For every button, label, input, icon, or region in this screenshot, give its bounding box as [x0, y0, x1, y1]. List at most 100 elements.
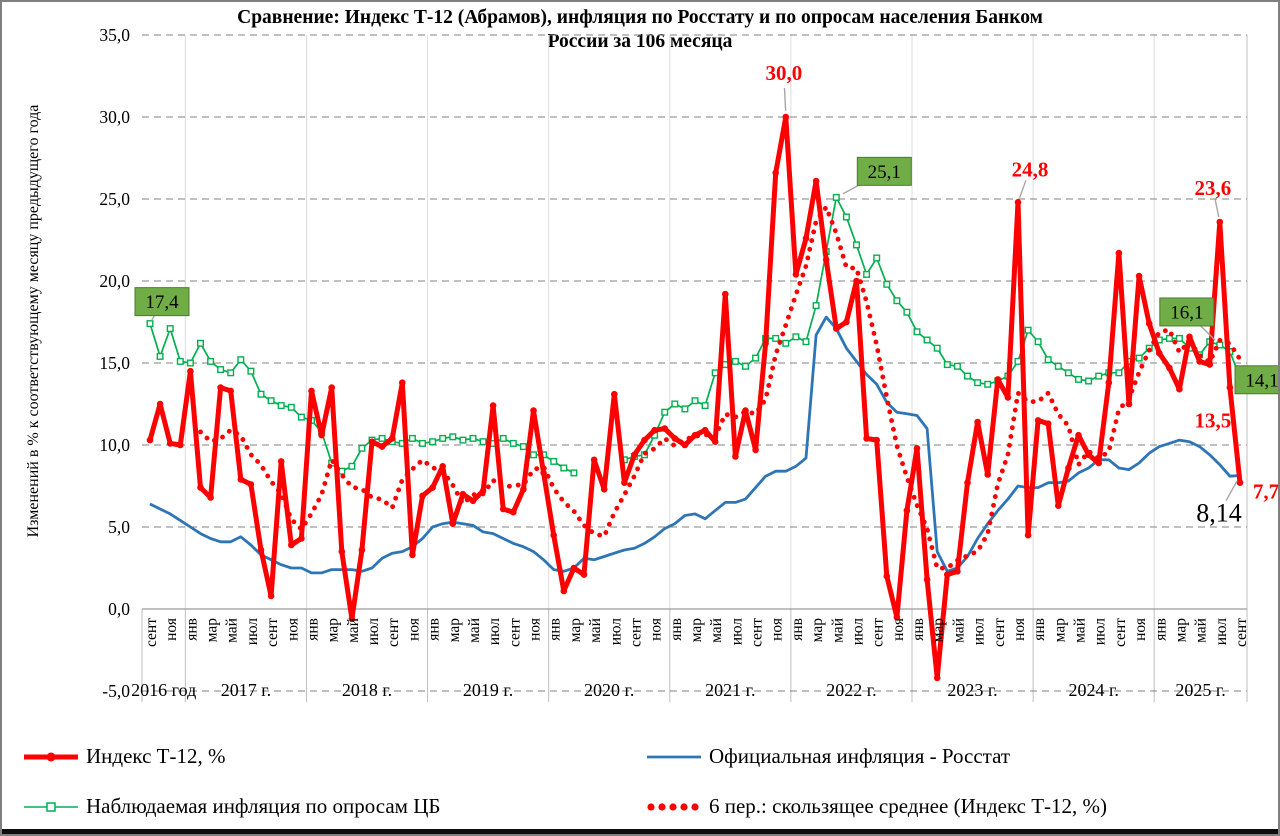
svg-text:июл: июл: [850, 618, 867, 645]
annotation-green-box: [1159, 297, 1215, 327]
svg-text:15,0: 15,0: [99, 353, 130, 373]
svg-text:сент: сент: [143, 618, 160, 647]
legend-label-t12: Индекс Т-12, %: [86, 744, 226, 768]
svg-text:ноя: ноя: [1011, 618, 1028, 641]
svg-text:мар: мар: [930, 618, 947, 643]
svg-text:янв: янв: [789, 618, 806, 641]
annotation-value: 25,1: [868, 162, 901, 183]
x-axis-year-labels: 2016 год 2017 г. 2018 г. 2019 г. 2020 г. 2021…: [131, 680, 1226, 700]
svg-text:май: май: [345, 618, 362, 643]
annotation-value: 17,4: [145, 292, 179, 313]
annotation-value: 30,0: [765, 61, 802, 85]
svg-text:мар: мар: [688, 618, 705, 643]
svg-text:ноя: ноя: [284, 618, 301, 641]
annotation-value: 24,8: [1012, 157, 1049, 181]
annotation-value: 8,14: [1196, 499, 1242, 528]
svg-text:июл: июл: [365, 618, 382, 645]
svg-text:30,0: 30,0: [99, 107, 130, 127]
annotation-value: 7,7: [1253, 480, 1278, 504]
red-dots-icon: [647, 802, 699, 811]
svg-text:янв: янв: [305, 618, 322, 641]
svg-text:янв: янв: [910, 618, 927, 641]
annotations: 17,4 30,0 25,1 24,8 23,6 16,1 14,1 13,5 7,7 8,14: [134, 61, 1278, 528]
svg-text:сент: сент: [991, 618, 1008, 647]
annotation-value: 13,5: [1195, 409, 1232, 433]
svg-text:ноя: ноя: [405, 618, 422, 641]
svg-text:-5,0: -5,0: [102, 681, 130, 701]
svg-text:мар: мар: [325, 618, 342, 643]
svg-text:ноя: ноя: [890, 618, 907, 641]
y-axis-tick-labels: 35,0 30,0 25,0 20,0 15,0 10,0 5,0 0,0 -5,0: [99, 25, 130, 701]
svg-text:0,0: 0,0: [108, 599, 130, 619]
figure-bottom-border: [2, 829, 1278, 834]
svg-text:мар: мар: [567, 618, 584, 643]
green-line-square-icon: [24, 801, 78, 812]
svg-text:2021 г.: 2021 г.: [705, 680, 755, 700]
svg-text:июл: июл: [486, 618, 503, 645]
svg-text:мар: мар: [446, 618, 463, 643]
svg-text:янв: янв: [668, 618, 685, 641]
series-observed-cb: [149, 194, 1241, 474]
annotation-value: 23,6: [1194, 176, 1231, 200]
svg-text:янв: янв: [547, 618, 564, 641]
svg-text:25,0: 25,0: [99, 189, 130, 209]
svg-text:май: май: [708, 618, 725, 643]
legend-label-rosstat: Официальная инфляция - Росстат: [709, 744, 1011, 768]
svg-text:июл: июл: [1213, 618, 1230, 645]
svg-text:мар: мар: [204, 618, 221, 643]
svg-text:2016 год: 2016 год: [131, 680, 196, 700]
svg-text:2018 г.: 2018 г.: [342, 680, 392, 700]
svg-text:янв: янв: [1031, 618, 1048, 641]
annotation-value: 14,1: [1245, 370, 1278, 391]
legend-item-rosstat: Официальная инфляция - Росстат: [645, 744, 1010, 769]
svg-text:сент: сент: [749, 618, 766, 647]
svg-text:июл: июл: [607, 618, 624, 645]
svg-text:2024 г.: 2024 г.: [1069, 680, 1119, 700]
chart-title: Сравнение: Индекс Т-12 (Абрамов), инфляц…: [80, 6, 1200, 54]
svg-text:2019 г.: 2019 г.: [463, 680, 513, 700]
svg-text:июл: июл: [244, 618, 261, 645]
svg-text:май: май: [1193, 618, 1210, 643]
legend-item-ma6: 6 пер.: скользящее среднее (Индекс Т-12,…: [645, 794, 1107, 819]
year-separators: [141, 35, 1248, 702]
chart-title-line1: Сравнение: Индекс Т-12 (Абрамов), инфляц…: [237, 7, 1043, 28]
svg-text:ноя: ноя: [769, 618, 786, 641]
svg-text:ноя: ноя: [1132, 618, 1149, 641]
svg-text:май: май: [587, 618, 604, 643]
series-index-t12-markers: [146, 113, 1244, 682]
annotation-green-box: [856, 156, 912, 186]
svg-text:май: май: [1072, 618, 1089, 643]
svg-text:июл: июл: [1092, 618, 1109, 645]
red-line-dot-icon: [24, 752, 78, 761]
svg-text:ноя: ноя: [163, 618, 180, 641]
svg-text:май: май: [829, 618, 846, 643]
svg-text:сент: сент: [1112, 618, 1129, 647]
svg-text:2025 г.: 2025 г.: [1175, 680, 1225, 700]
annotation-leader-line: [1018, 180, 1027, 198]
svg-text:ноя: ноя: [648, 618, 665, 641]
svg-text:сент: сент: [506, 618, 523, 647]
blue-line-icon: [647, 755, 701, 758]
svg-text:5,0: 5,0: [108, 517, 130, 537]
x-axis-tick-labels: сент ноя янв мар май июл сент ноя янв мар май июл се…: [143, 618, 1250, 647]
series-rosstat: [149, 315, 1241, 575]
svg-text:июл: июл: [971, 618, 988, 645]
svg-text:мар: мар: [1172, 618, 1189, 643]
annotation-leader-line: [1214, 199, 1220, 218]
legend-label-ma6: 6 пер.: скользящее среднее (Индекс Т-12,…: [709, 794, 1108, 818]
svg-text:сент: сент: [264, 618, 281, 647]
annotation-leader-line: [1225, 480, 1238, 501]
annotation-green-box: [134, 287, 190, 317]
svg-text:35,0: 35,0: [99, 25, 130, 45]
annotation-green-box: [1234, 365, 1278, 395]
annotation-leader-line: [783, 87, 787, 111]
svg-text:июл: июл: [728, 618, 745, 645]
svg-text:10,0: 10,0: [99, 435, 130, 455]
svg-text:янв: янв: [426, 618, 443, 641]
svg-text:2017 г.: 2017 г.: [221, 680, 271, 700]
svg-text:сент: сент: [870, 618, 887, 647]
svg-text:сент: сент: [1233, 618, 1250, 647]
svg-text:2023 г.: 2023 г.: [947, 680, 997, 700]
legend-item-observed: Наблюдаемая инфляция по опросам ЦБ: [22, 794, 440, 819]
